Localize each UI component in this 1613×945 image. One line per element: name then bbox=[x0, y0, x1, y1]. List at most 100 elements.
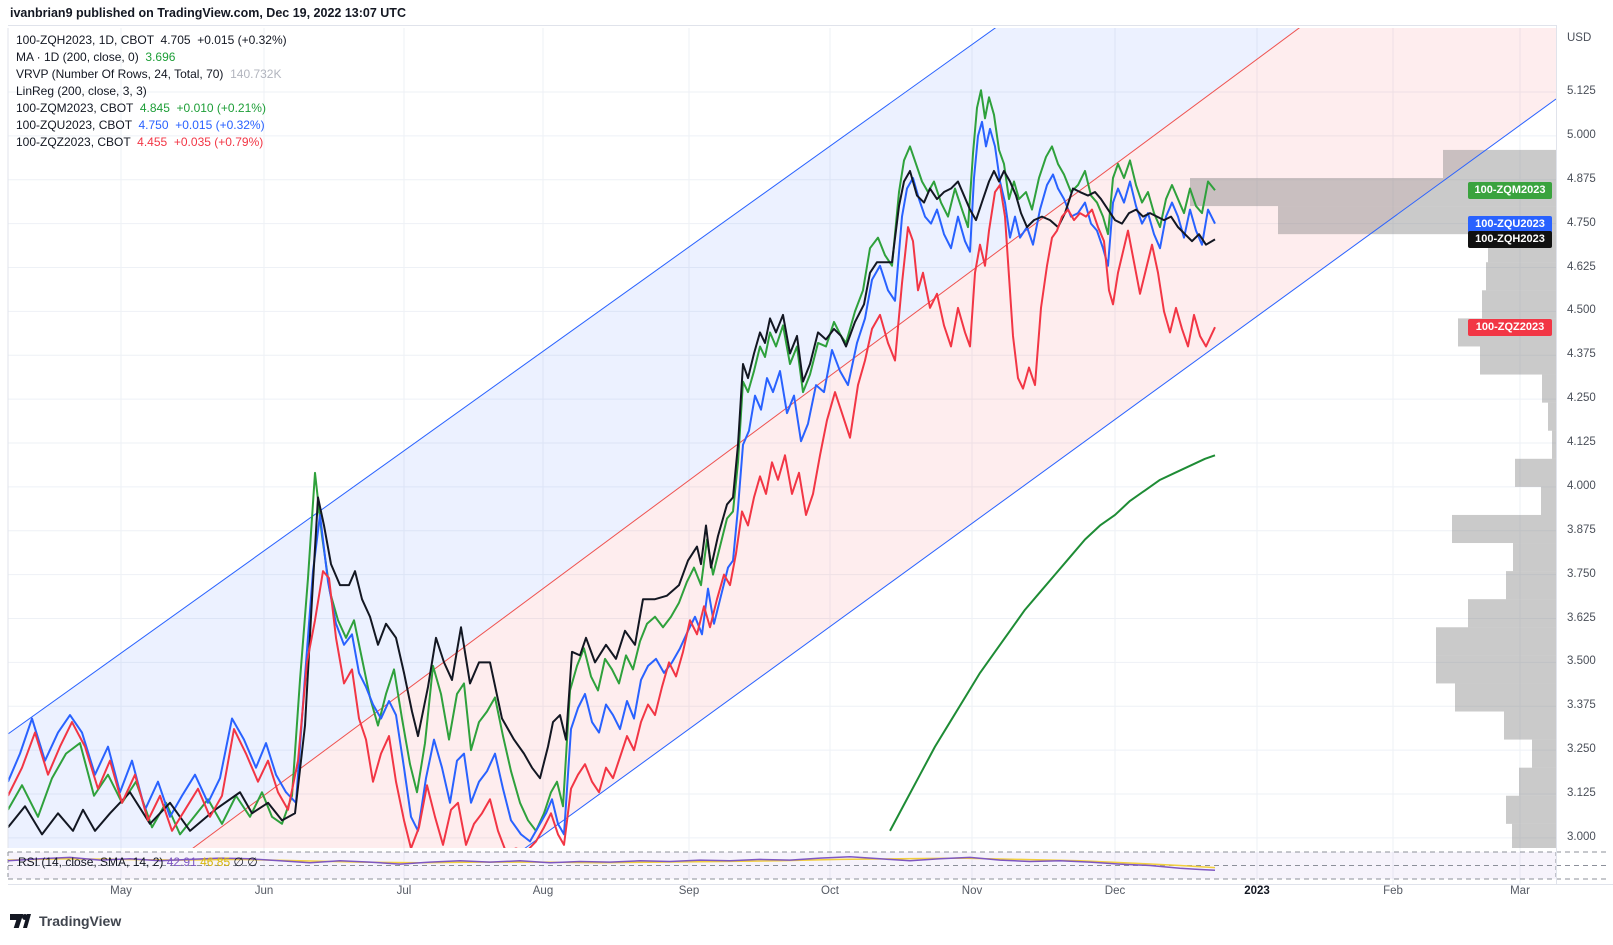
volume-profile-bar bbox=[1515, 458, 1556, 487]
legend-value: 140.732K bbox=[230, 67, 282, 81]
time-axis-label: Mar bbox=[1510, 885, 1530, 897]
volume-profile-bar bbox=[1519, 767, 1556, 796]
rsi-label: RSI (14, close, SMA, 14, 2) bbox=[18, 855, 164, 869]
tradingview-logo-icon bbox=[10, 914, 31, 928]
plot-top-border bbox=[8, 25, 1556, 26]
legend-change: +0.010 (+0.21%) bbox=[176, 101, 266, 115]
price-tag-100-ZQZ2023: 100-ZQZ2023 bbox=[1468, 319, 1552, 337]
series-line-100-ZQH2023 bbox=[8, 169, 1216, 836]
legend-label: MA · 1D (200, close, 0) bbox=[16, 50, 139, 64]
linreg-upper-fill bbox=[8, 28, 1300, 848]
time-axis-label: Jul bbox=[396, 885, 412, 897]
volume-profile-bar bbox=[1548, 402, 1556, 431]
price-axis-separator bbox=[1556, 25, 1557, 884]
time-axis-label: Aug bbox=[532, 885, 554, 897]
price-tick-label: 4.125 bbox=[1567, 436, 1596, 448]
price-tick-label: 4.250 bbox=[1567, 392, 1596, 405]
legend-label: VRVP (Number Of Rows, 24, Total, 70) bbox=[16, 67, 224, 81]
volume-profile-bar bbox=[1436, 627, 1556, 656]
price-tick-label: 3.750 bbox=[1567, 567, 1596, 580]
legend-row-ma[interactable]: MA · 1D (200, close, 0) 3.696 bbox=[16, 49, 287, 66]
price-tick-label: 4.625 bbox=[1567, 260, 1596, 273]
legend-row-zqm[interactable]: 100-ZQM2023, CBOT 4.845 +0.010 (+0.21%) bbox=[16, 100, 287, 117]
price-tick-label: 3.000 bbox=[1567, 830, 1596, 843]
legend-row-zqz[interactable]: 100-ZQZ2023, CBOT 4.455 +0.035 (+0.79%) bbox=[16, 134, 287, 151]
legend-value: 4.845 bbox=[139, 101, 170, 115]
legend-row-vrvp[interactable]: VRVP (Number Of Rows, 24, Total, 70) 140… bbox=[16, 66, 287, 83]
time-axis-label: Sep bbox=[678, 885, 700, 897]
price-tag-100-ZQM2023: 100-ZQM2023 bbox=[1468, 182, 1552, 200]
linreg-lower-fill bbox=[193, 28, 1556, 848]
linreg-lower-line bbox=[524, 98, 1556, 848]
time-axis-label: Nov bbox=[961, 885, 983, 897]
rsi-line bbox=[7, 855, 1216, 872]
price-tick-label: 3.250 bbox=[1567, 743, 1596, 756]
price-tick-label: 5.125 bbox=[1567, 85, 1596, 97]
price-tick-label: 5.000 bbox=[1567, 128, 1596, 141]
price-tick-label: 4.750 bbox=[1567, 216, 1596, 229]
legend-value: 4.750 bbox=[138, 118, 169, 132]
tradingview-logo-text: TradingView bbox=[39, 913, 122, 929]
price-tick-label: 4.875 bbox=[1567, 172, 1596, 185]
rsi-hidden-values: ∅ ∅ bbox=[233, 855, 258, 869]
price-tick-label: 3.625 bbox=[1567, 611, 1596, 624]
legend-label: 100-ZQH2023, 1D, CBOT bbox=[16, 33, 154, 47]
volume-profile-bar bbox=[1532, 739, 1556, 768]
volume-profile-bar bbox=[1541, 486, 1556, 515]
legend-row-zqh[interactable]: 100-ZQH2023, 1D, CBOT 4.705 +0.015 (+0.3… bbox=[16, 32, 287, 49]
legend-label: 100-ZQU2023, CBOT bbox=[16, 118, 132, 132]
price-tick-label: 3.125 bbox=[1567, 787, 1596, 799]
price-tick-label: 4.500 bbox=[1567, 304, 1596, 317]
time-axis-label: May bbox=[110, 885, 132, 897]
price-tick-label: 3.375 bbox=[1567, 699, 1596, 712]
linreg-upper-line bbox=[8, 28, 997, 735]
volume-profile-bar bbox=[1542, 374, 1556, 403]
legend-label: 100-ZQM2023, CBOT bbox=[16, 101, 134, 115]
price-tick-label: 4.375 bbox=[1567, 348, 1596, 361]
indicator-legend: 100-ZQH2023, 1D, CBOT 4.705 +0.015 (+0.3… bbox=[16, 32, 287, 151]
linreg-center-line bbox=[192, 28, 1300, 848]
legend-change: +0.015 (+0.32%) bbox=[197, 33, 287, 47]
price-tick-label: 4.000 bbox=[1567, 479, 1596, 492]
volume-profile-bar bbox=[1452, 514, 1556, 544]
price-tag-100-ZQH2023: 100-ZQH2023 bbox=[1468, 231, 1552, 249]
series-line-100-ZQZ2023 bbox=[8, 184, 1216, 848]
volume-profile-bar bbox=[1482, 290, 1556, 319]
legend-label: LinReg (200, close, 3, 3) bbox=[16, 84, 147, 98]
volume-profile-bar bbox=[1480, 346, 1556, 375]
volume-profile-bar bbox=[1486, 262, 1556, 291]
legend-change: +0.035 (+0.79%) bbox=[173, 135, 264, 149]
time-axis-label: Jun bbox=[254, 885, 274, 897]
legend-row-linreg[interactable]: LinReg (200, close, 3, 3) bbox=[16, 83, 287, 100]
rsi-indicator-legend[interactable]: RSI (14, close, SMA, 14, 2) 42.91 46.85 … bbox=[18, 855, 258, 869]
publish-title: ivanbrian9 published on TradingView.com,… bbox=[10, 6, 406, 20]
series-line-100-ZQU2023 bbox=[8, 120, 1216, 843]
time-axis-label: 2023 bbox=[1244, 885, 1270, 897]
volume-profile-bar bbox=[1513, 543, 1556, 572]
price-axis-currency-label: USD bbox=[1567, 32, 1592, 44]
ma200-line bbox=[889, 454, 1216, 832]
legend-value: 3.696 bbox=[145, 50, 176, 64]
price-tick-label: 3.875 bbox=[1567, 523, 1596, 536]
volume-profile-bar bbox=[1443, 149, 1556, 178]
time-axis-separator bbox=[8, 884, 1613, 885]
tradingview-logo[interactable]: TradingView bbox=[10, 911, 121, 931]
legend-row-zqu[interactable]: 100-ZQU2023, CBOT 4.750 +0.015 (+0.32%) bbox=[16, 117, 287, 134]
price-tick-label: 3.500 bbox=[1567, 655, 1596, 668]
legend-change: +0.015 (+0.32%) bbox=[175, 118, 265, 132]
volume-profile-bar bbox=[1468, 599, 1556, 628]
rsi-ma-value: 46.85 bbox=[200, 855, 231, 869]
rsi-ma-line bbox=[7, 857, 1216, 869]
time-axis-label: Feb bbox=[1383, 885, 1403, 897]
volume-profile-bar bbox=[1506, 795, 1556, 824]
volume-profile-bar bbox=[1512, 823, 1556, 848]
time-axis-label: Dec bbox=[1104, 885, 1126, 897]
legend-label: 100-ZQZ2023, CBOT bbox=[16, 135, 131, 149]
rsi-value: 42.91 bbox=[166, 855, 197, 869]
legend-value: 4.455 bbox=[137, 135, 168, 149]
series-line-100-ZQM2023 bbox=[8, 89, 1216, 836]
volume-profile-bar bbox=[1455, 683, 1556, 712]
volume-profile-bar bbox=[1552, 430, 1556, 459]
price-tag-100-ZQU2023: 100-ZQU2023 bbox=[1468, 215, 1552, 233]
